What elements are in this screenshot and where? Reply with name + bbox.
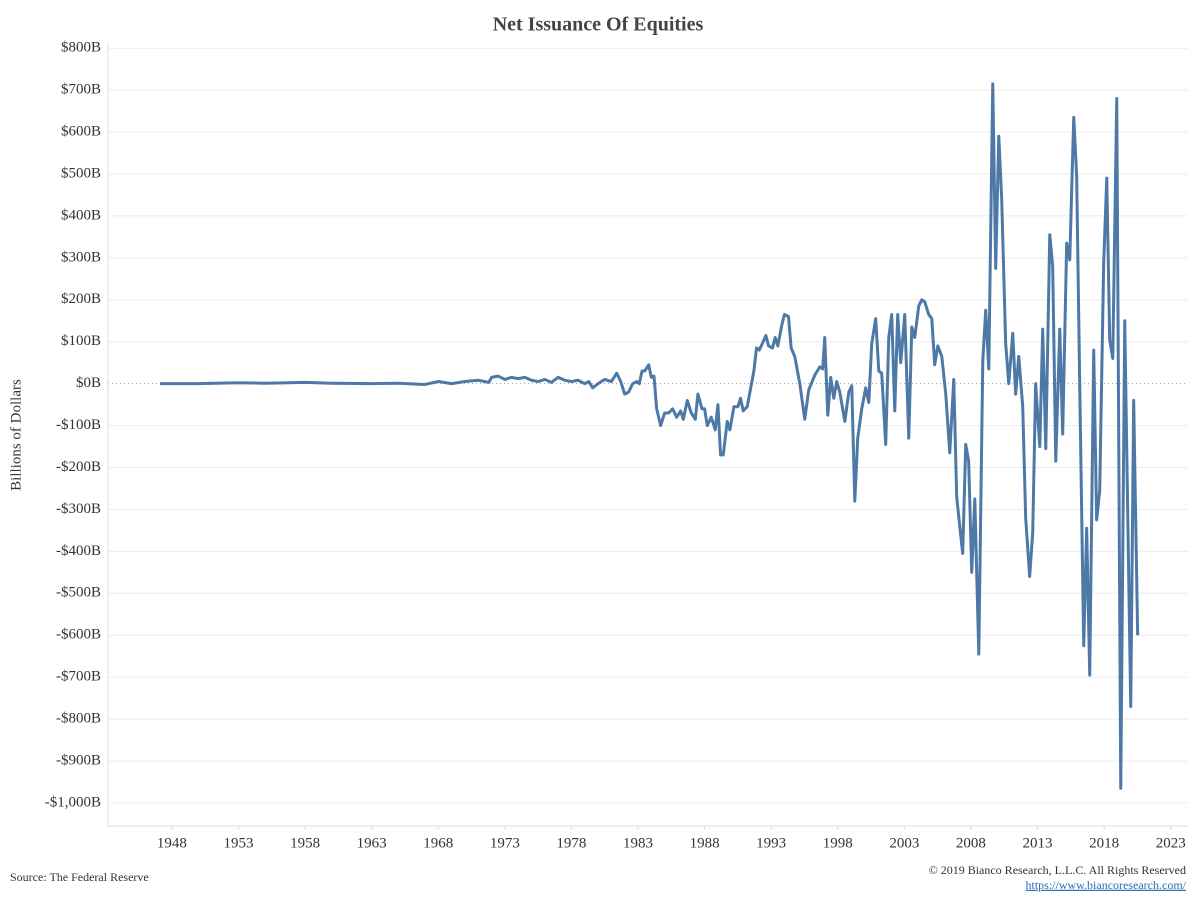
x-tick-label: 2018 (1089, 835, 1119, 851)
y-tick-label: $500B (61, 165, 101, 181)
y-tick-label: -$600B (56, 627, 101, 643)
x-tick-label: 1953 (224, 835, 254, 851)
y-tick-label: $800B (61, 40, 101, 56)
chart-title: Net Issuance Of Equities (493, 14, 704, 36)
y-tick-label: $700B (61, 82, 101, 98)
y-tick-label: -$800B (56, 711, 101, 727)
x-tick-label: 1983 (623, 835, 653, 851)
x-tick-label: 1963 (357, 835, 387, 851)
x-tick-label: 1998 (823, 835, 853, 851)
y-axis-label: Billions of Dollars (8, 379, 24, 491)
y-tick-label: $100B (61, 333, 101, 349)
y-tick-label: $600B (61, 123, 101, 139)
y-tick-label: -$900B (56, 752, 101, 768)
y-tick-label: -$500B (56, 585, 101, 601)
y-tick-label: -$700B (56, 669, 101, 685)
x-tick-label: 1968 (423, 835, 453, 851)
y-tick-label: -$400B (56, 543, 101, 559)
x-tick-label: 1958 (290, 835, 320, 851)
y-tick-label: $300B (61, 249, 101, 265)
y-tick-label: -$1,000B (45, 794, 101, 810)
copyright: © 2019 Bianco Research, L.L.C. All Right… (929, 863, 1186, 877)
x-tick-label: 2003 (889, 835, 919, 851)
x-tick-label: 1978 (556, 835, 586, 851)
y-tick-label: $0B (76, 375, 101, 391)
y-tick-label: $200B (61, 291, 101, 307)
x-tick-label: 2008 (956, 835, 986, 851)
y-tick-label: -$100B (56, 417, 101, 433)
x-tick-label: 2013 (1023, 835, 1053, 851)
y-tick-label: -$200B (56, 459, 101, 475)
y-tick-label: $400B (61, 207, 101, 223)
x-tick-label: 2023 (1156, 835, 1186, 851)
x-tick-label: 1973 (490, 835, 520, 851)
x-tick-label: 1948 (157, 835, 187, 851)
data-line (159, 82, 1140, 790)
y-tick-label: -$300B (56, 501, 101, 517)
source: Source: The Federal Reserve (10, 870, 149, 884)
website-link[interactable]: https://www.biancoresearch.com/ (1025, 878, 1186, 892)
x-tick-label: 1993 (756, 835, 786, 851)
website-link-text[interactable]: https://www.biancoresearch.com/ (1025, 878, 1186, 892)
x-tick-label: 1988 (690, 835, 720, 851)
